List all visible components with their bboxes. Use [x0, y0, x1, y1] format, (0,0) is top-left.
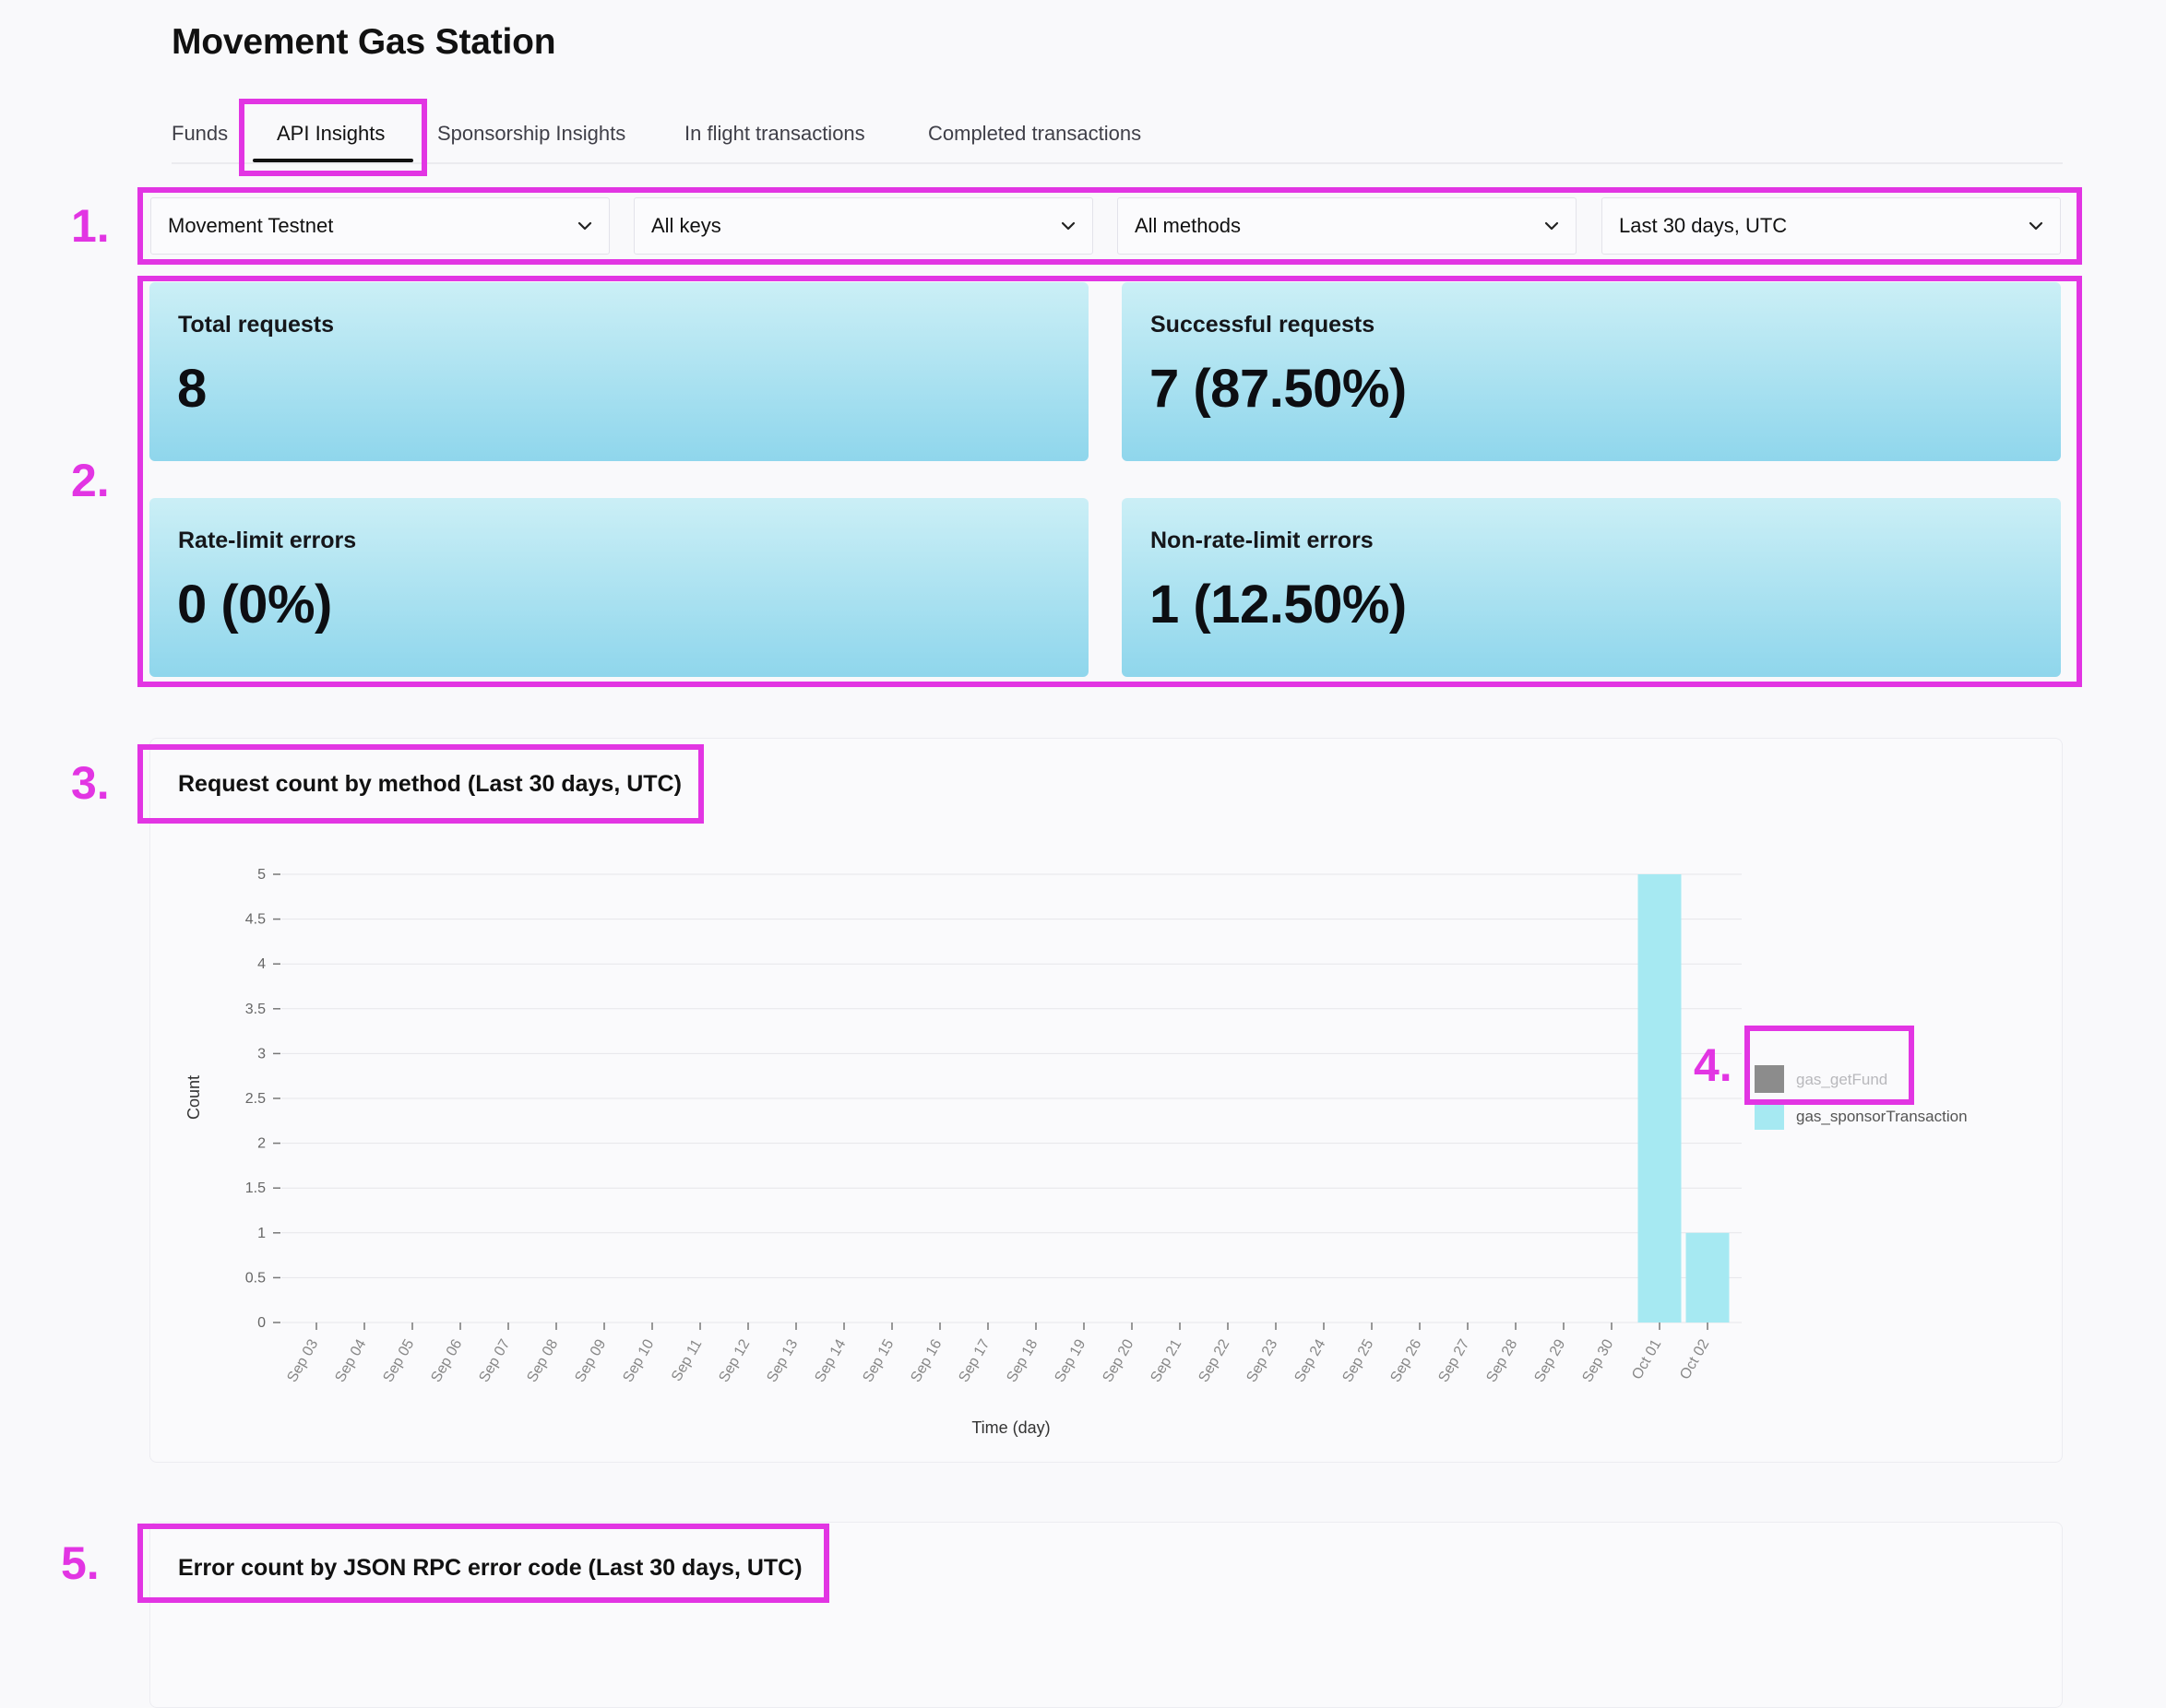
x-tick-label: Sep 26 — [1387, 1336, 1424, 1385]
stat-label: Successful requests — [1150, 312, 1375, 338]
x-tick-label: Sep 20 — [1100, 1336, 1137, 1385]
y-tick-label: 2.5 — [245, 1091, 266, 1107]
legend-swatch — [1755, 1065, 1784, 1093]
stat-card-rate-limit-errors: Rate-limit errors 0 (0%) — [149, 498, 1089, 677]
time-range-select-value: Last 30 days, UTC — [1619, 214, 1788, 237]
stat-value: 0 (0%) — [177, 575, 332, 635]
stat-value: 8 — [177, 359, 207, 419]
y-tick-label: 3.5 — [245, 1002, 266, 1017]
chevron-down-icon — [1061, 221, 1076, 231]
x-tick-label: Sep 29 — [1531, 1336, 1568, 1385]
stat-label: Total requests — [178, 312, 335, 338]
stat-card-non-rate-limit-errors: Non-rate-limit errors 1 (12.50%) — [1122, 498, 2061, 677]
x-tick-label: Sep 15 — [860, 1336, 897, 1385]
x-tick-label: Sep 16 — [908, 1336, 945, 1385]
page-title: Movement Gas Station — [172, 22, 556, 62]
active-tab-indicator — [253, 159, 413, 162]
highlight-box-chart-title — [137, 744, 704, 824]
highlight-box-legend — [1744, 1026, 1914, 1105]
network-select[interactable]: Movement Testnet — [150, 197, 610, 255]
x-tick-label: Sep 11 — [669, 1336, 706, 1383]
chevron-down-icon — [1544, 221, 1559, 231]
tab-api-insights[interactable]: API Insights — [277, 122, 386, 145]
x-tick-label: Oct 02 — [1677, 1336, 1712, 1382]
x-tick-label: Sep 08 — [524, 1336, 561, 1385]
x-tick-label: Sep 14 — [812, 1336, 849, 1385]
y-tick-label: 2 — [257, 1136, 266, 1152]
methods-select[interactable]: All methods — [1117, 197, 1577, 255]
request-chart-title: Request count by method (Last 30 days, U… — [178, 771, 682, 797]
x-tick-label: Sep 12 — [716, 1336, 753, 1385]
bar — [1685, 1232, 1730, 1323]
x-tick-label: Sep 03 — [284, 1336, 321, 1385]
chevron-down-icon — [2029, 221, 2043, 231]
tab-in-flight-transactions[interactable]: In flight transactions — [684, 122, 865, 145]
keys-select[interactable]: All keys — [634, 197, 1093, 255]
x-tick-label: Sep 27 — [1435, 1336, 1472, 1385]
x-axis-title: Time (day) — [971, 1418, 1050, 1437]
x-tick-label: Oct 01 — [1629, 1336, 1664, 1382]
annotation-number: 5. — [61, 1537, 100, 1589]
x-tick-label: Sep 30 — [1579, 1336, 1616, 1385]
stat-value: 1 (12.50%) — [1149, 575, 1407, 635]
x-tick-label: Sep 07 — [476, 1336, 513, 1385]
y-tick-label: 3 — [257, 1046, 266, 1062]
tab-completed-transactions[interactable]: Completed transactions — [928, 122, 1142, 145]
y-tick-label: 1 — [257, 1226, 266, 1241]
y-tick-label: 5 — [257, 867, 266, 883]
keys-select-value: All keys — [651, 214, 721, 237]
y-tick-label: 0.5 — [245, 1270, 266, 1286]
annotation-number: 3. — [71, 757, 110, 809]
legend-label: gas_sponsorTransaction — [1796, 1108, 1968, 1125]
highlight-box-tab — [239, 99, 427, 176]
x-tick-label: Sep 18 — [1004, 1336, 1041, 1385]
y-axis-title: Count — [184, 1075, 203, 1120]
x-tick-label: Sep 06 — [428, 1336, 465, 1385]
y-tick-label: 1.5 — [245, 1180, 266, 1196]
y-tick-label: 0 — [257, 1315, 266, 1331]
x-tick-label: Sep 09 — [572, 1336, 609, 1385]
tab-funds[interactable]: Funds — [172, 122, 229, 145]
request-chart-panel — [149, 738, 2063, 1463]
stat-label: Rate-limit errors — [178, 528, 357, 553]
annotation-number: 2. — [71, 455, 110, 506]
chevron-down-icon — [577, 221, 592, 231]
stat-value: 7 (87.50%) — [1149, 359, 1407, 419]
highlight-box-filters — [137, 187, 2082, 265]
methods-select-value: All methods — [1135, 214, 1241, 237]
annotation-number: 1. — [71, 200, 110, 252]
highlight-box-error-title — [137, 1524, 829, 1603]
legend-label: gas_getFund — [1796, 1071, 1887, 1088]
x-tick-label: Sep 22 — [1196, 1336, 1232, 1385]
x-tick-label: Sep 25 — [1339, 1336, 1376, 1385]
x-tick-label: Sep 19 — [1052, 1336, 1089, 1385]
x-tick-label: Sep 17 — [956, 1336, 993, 1385]
error-chart-title: Error count by JSON RPC error code (Last… — [178, 1555, 803, 1581]
bar — [1637, 874, 1682, 1323]
x-tick-label: Sep 04 — [332, 1336, 369, 1385]
x-tick-label: Sep 05 — [380, 1336, 417, 1385]
y-tick-label: 4.5 — [245, 912, 266, 928]
y-tick-label: 4 — [257, 956, 266, 972]
x-tick-label: Sep 28 — [1483, 1336, 1520, 1385]
highlight-box-stats — [137, 276, 2082, 687]
stat-label: Non-rate-limit errors — [1150, 528, 1374, 553]
x-tick-label: Sep 21 — [1148, 1336, 1184, 1385]
x-tick-label: Sep 13 — [764, 1336, 801, 1385]
request-count-chart: 0 0.5 1 1.5 2 2.5 3 3.5 4 4.5 5 Sep 03 Sep 04 Sep 05 S… — [184, 867, 1968, 1437]
time-range-select[interactable]: Last 30 days, UTC — [1601, 197, 2061, 255]
tab-sponsorship-insights[interactable]: Sponsorship Insights — [437, 122, 626, 145]
annotation-number: 4. — [1694, 1039, 1732, 1091]
tab-bar: Funds API Insights Sponsorship Insights … — [172, 111, 2063, 164]
x-tick-label: Sep 24 — [1291, 1336, 1328, 1385]
x-tick-label: Sep 10 — [620, 1336, 657, 1385]
x-tick-label: Sep 23 — [1244, 1336, 1280, 1385]
network-select-value: Movement Testnet — [168, 214, 334, 237]
stat-card-successful-requests: Successful requests 7 (87.50%) — [1122, 282, 2061, 461]
stat-card-total-requests: Total requests 8 — [149, 282, 1089, 461]
legend-swatch — [1755, 1102, 1784, 1130]
